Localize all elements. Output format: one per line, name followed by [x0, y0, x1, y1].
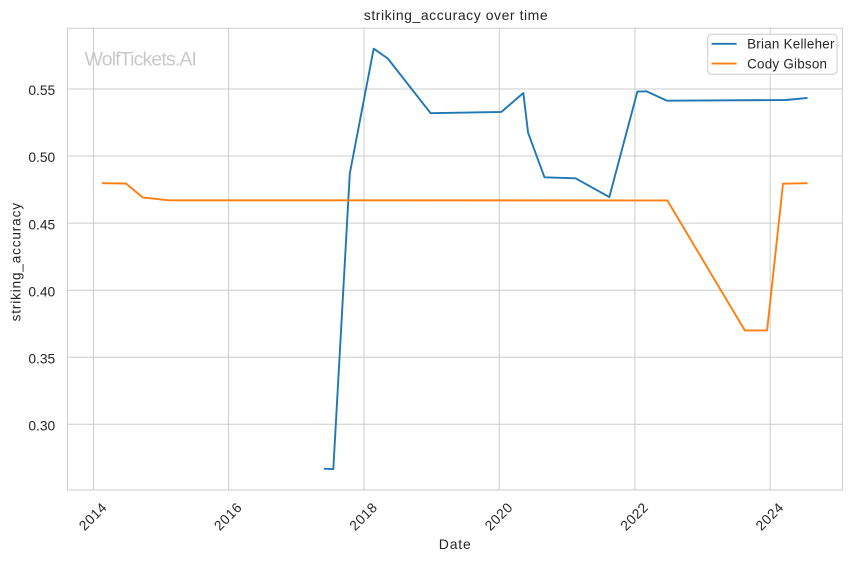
- svg-text:striking_accuracy over time: striking_accuracy over time: [364, 7, 548, 23]
- svg-text:0.55: 0.55: [28, 83, 55, 98]
- svg-text:Cody Gibson: Cody Gibson: [747, 56, 827, 71]
- svg-text:Date: Date: [439, 536, 472, 552]
- svg-text:0.40: 0.40: [28, 284, 55, 299]
- svg-text:striking_accuracy: striking_accuracy: [9, 202, 24, 321]
- svg-text:WolfTickets.AI: WolfTickets.AI: [85, 48, 197, 70]
- svg-text:2024: 2024: [753, 500, 787, 534]
- svg-text:Brian Kelleher: Brian Kelleher: [747, 37, 835, 52]
- svg-text:0.45: 0.45: [28, 217, 55, 232]
- svg-text:0.30: 0.30: [28, 418, 55, 433]
- svg-text:0.50: 0.50: [28, 150, 55, 165]
- svg-text:2022: 2022: [618, 500, 652, 534]
- svg-text:2020: 2020: [482, 500, 516, 534]
- svg-text:2016: 2016: [211, 500, 245, 534]
- svg-text:2014: 2014: [76, 500, 110, 534]
- svg-text:2018: 2018: [347, 500, 381, 534]
- svg-text:0.35: 0.35: [28, 351, 55, 366]
